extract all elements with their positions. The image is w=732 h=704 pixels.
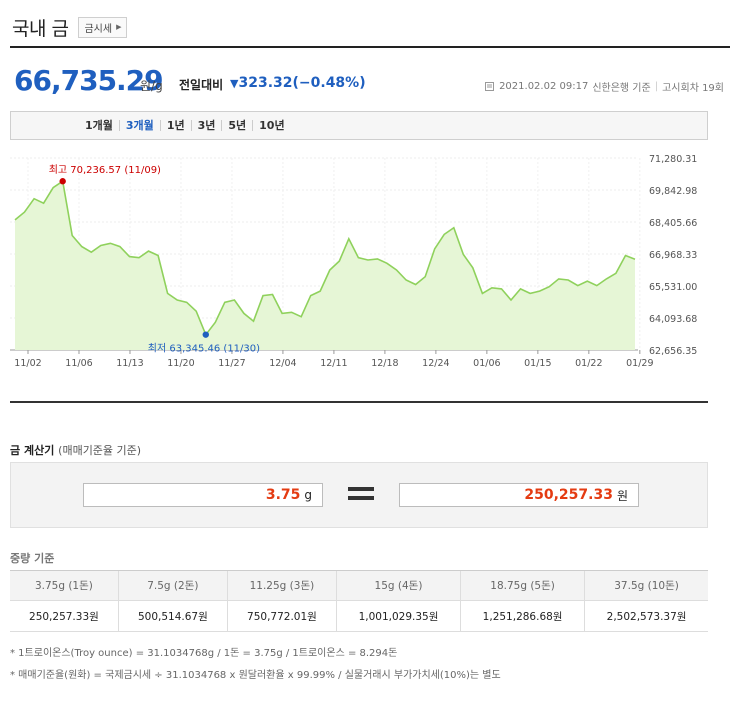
change-amount: 323.32 xyxy=(238,75,293,91)
x-tick-label: 12/04 xyxy=(269,358,296,369)
calculator-box: 3.75 g 250,257.33 원 xyxy=(10,462,708,528)
y-tick-label: 68,405.66 xyxy=(649,218,697,229)
calculator-title: 금 계산기 (매매기준율 기준) xyxy=(10,442,141,458)
note-line: * 매매기준율(원화) = 국제금시세 ÷ 31.1034768 x 원달러환율… xyxy=(10,670,501,681)
weight-header: 15g (4돈) xyxy=(335,570,461,601)
tab-3-months[interactable]: 3개월 xyxy=(120,120,161,131)
gold-price-link-button[interactable]: 금시세 ▶ xyxy=(78,16,128,38)
tab-10-years[interactable]: 10년 xyxy=(259,119,285,132)
period-tabs: 1개월 3개월 1년 3년 5년 10년 xyxy=(10,111,708,140)
x-tick-label: 01/15 xyxy=(524,358,551,369)
weight-value: 3.75 xyxy=(265,487,301,503)
weight-price: 750,772.01원 xyxy=(226,600,337,632)
compare-label: 전일대비 xyxy=(179,78,224,92)
chevron-right-icon: ▶ xyxy=(116,23,122,31)
price-summary: 66,735.29 원/g 전일대비 ▼323.32(−0.48%) 2021.… xyxy=(14,64,724,98)
low-label: 최저 63,345.46 (11/30) xyxy=(148,343,260,355)
chart-divider xyxy=(10,401,708,403)
change-percent: (−0.48%) xyxy=(292,75,366,91)
y-tick-label: 64,093.68 xyxy=(649,314,697,325)
y-tick-label: 71,280.31 xyxy=(649,154,697,165)
weight-input[interactable]: 3.75 g xyxy=(83,483,323,507)
weight-header: 18.75g (5돈) xyxy=(460,570,585,601)
x-tick-label: 12/11 xyxy=(320,358,347,369)
price-source: 신한은행 기준 xyxy=(592,83,651,94)
gold-price-link-label: 금시세 xyxy=(84,23,113,35)
x-tick-label: 11/13 xyxy=(116,358,143,369)
weight-table-title: 중량 기준 xyxy=(10,552,55,565)
weight-price: 500,514.67원 xyxy=(117,600,228,632)
x-tick-label: 11/02 xyxy=(14,358,41,369)
calculator-title-text: 금 계산기 xyxy=(10,444,55,457)
x-tick-label: 12/24 xyxy=(422,358,449,369)
document-icon xyxy=(485,82,495,91)
result-value: 250,257.33 xyxy=(524,487,613,503)
y-tick-label: 69,842.98 xyxy=(649,186,697,197)
title-row: 국내 금 금시세 ▶ xyxy=(12,12,128,42)
weight-header: 3.75g (1돈) xyxy=(10,570,119,601)
weight-header: 11.25g (3돈) xyxy=(226,570,337,601)
high-point-marker xyxy=(59,178,66,185)
notes: * 1트로이온스(Troy ounce) = 31.1034768g / 1돈 … xyxy=(10,643,501,687)
price-round: 고시회차 19회 xyxy=(662,83,724,94)
weight-price: 2,502,573.37원 xyxy=(584,600,708,632)
meta-separator: | xyxy=(654,81,659,92)
weight-header: 7.5g (2돈) xyxy=(117,570,228,601)
x-tick-label: 01/29 xyxy=(626,358,653,369)
y-tick-label: 62,656.35 xyxy=(649,346,697,357)
price-change: ▼323.32(−0.48%) xyxy=(230,75,366,91)
x-tick-label: 01/06 xyxy=(473,358,500,369)
tab-3-years[interactable]: 3년 xyxy=(192,120,223,131)
low-point-marker xyxy=(202,331,209,338)
weight-table-header-row: 3.75g (1돈) 7.5g (2돈) 11.25g (3돈) 15g (4돈… xyxy=(10,570,708,601)
weight-price: 250,257.33원 xyxy=(10,600,119,632)
x-tick-label: 01/22 xyxy=(575,358,602,369)
x-tick-label: 11/20 xyxy=(167,358,194,369)
note-line: * 1트로이온스(Troy ounce) = 31.1034768g / 1돈 … xyxy=(10,648,398,659)
price-line xyxy=(14,179,636,337)
current-price: 66,735.29 xyxy=(14,64,164,97)
y-tick-label: 66,968.33 xyxy=(649,250,697,261)
equals-icon xyxy=(348,487,374,505)
price-chart: 71,280.31 69,842.98 68,405.66 66,968.33 65,5… xyxy=(10,154,697,369)
page-title: 국내 금 xyxy=(12,17,69,40)
weight-price: 1,001,029.35원 xyxy=(335,600,461,632)
tab-5-years[interactable]: 5년 xyxy=(222,120,254,131)
price-datetime: 2021.02.02 09:17 xyxy=(499,81,589,92)
x-tick-label: 11/06 xyxy=(65,358,92,369)
tab-1-year[interactable]: 1년 xyxy=(161,120,192,131)
weight-price: 1,251,286.68원 xyxy=(460,600,585,632)
result-unit: 원 xyxy=(616,488,628,503)
price-unit: 원/g xyxy=(140,79,163,93)
result-field: 250,257.33 원 xyxy=(399,483,639,507)
price-area xyxy=(15,181,635,350)
weight-unit: g xyxy=(304,488,312,502)
tab-1-month[interactable]: 1개월 xyxy=(79,120,120,131)
price-meta: 2021.02.02 09:17 신한은행 기준 | 고시회차 19회 xyxy=(484,79,724,94)
weight-table-row: 250,257.33원 500,514.67원 750,772.01원 1,00… xyxy=(10,600,708,632)
weight-header: 37.5g (10돈) xyxy=(584,570,708,601)
down-arrow-icon: ▼ xyxy=(230,77,239,90)
header-divider xyxy=(10,46,730,48)
high-label: 최고 70,236.57 (11/09) xyxy=(49,164,161,176)
x-tick-label: 12/18 xyxy=(371,358,398,369)
weight-table: 3.75g (1돈) 7.5g (2돈) 11.25g (3돈) 15g (4돈… xyxy=(10,570,708,632)
y-tick-label: 65,531.00 xyxy=(649,282,697,293)
x-tick-label: 11/27 xyxy=(218,358,245,369)
calculator-subtitle: (매매기준율 기준) xyxy=(58,444,142,457)
